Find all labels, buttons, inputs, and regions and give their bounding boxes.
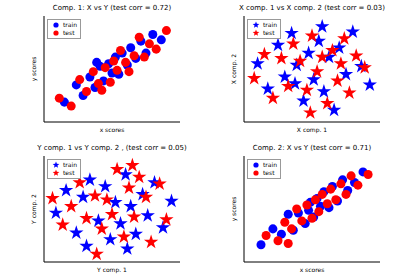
svg-text:y scores: y scores <box>230 197 238 222</box>
svg-text:Y comp. 2: Y comp. 2 <box>30 194 38 225</box>
svg-text:x scores: x scores <box>100 126 125 133</box>
html-text:train: train <box>63 161 77 168</box>
html-text:train: train <box>263 161 277 168</box>
html-text:test: test <box>63 169 75 176</box>
html-text:Y comp. 1 vs Y comp. 2 , (test: Y comp. 1 vs Y comp. 2 , (test corr = 0.… <box>37 144 187 152</box>
svg-text:x scores: x scores <box>300 266 325 273</box>
html-text:Comp. 1: X vs Y (test corr = 0: Comp. 1: X vs Y (test corr = 0.72) <box>52 4 172 12</box>
svg-text:Y comp. 1: Y comp. 1 <box>96 266 127 274</box>
html-text:train: train <box>63 21 77 28</box>
svg-text:X comp. 2: X comp. 2 <box>230 54 238 84</box>
html-text:test: test <box>63 29 75 36</box>
html-text:Comp. 2: X vs Y (test corr = 0: Comp. 2: X vs Y (test corr = 0.71) <box>252 144 372 152</box>
svg-text:X comp. 1: X comp. 1 <box>297 126 327 134</box>
html-text:train: train <box>263 21 277 28</box>
html-text:test: test <box>263 169 275 176</box>
html-text:X comp. 1 vs X comp. 2 (test c: X comp. 1 vs X comp. 2 (test corr = 0.03… <box>239 4 385 12</box>
html-text:test: test <box>263 29 275 36</box>
svg-text:y scores: y scores <box>30 57 38 82</box>
